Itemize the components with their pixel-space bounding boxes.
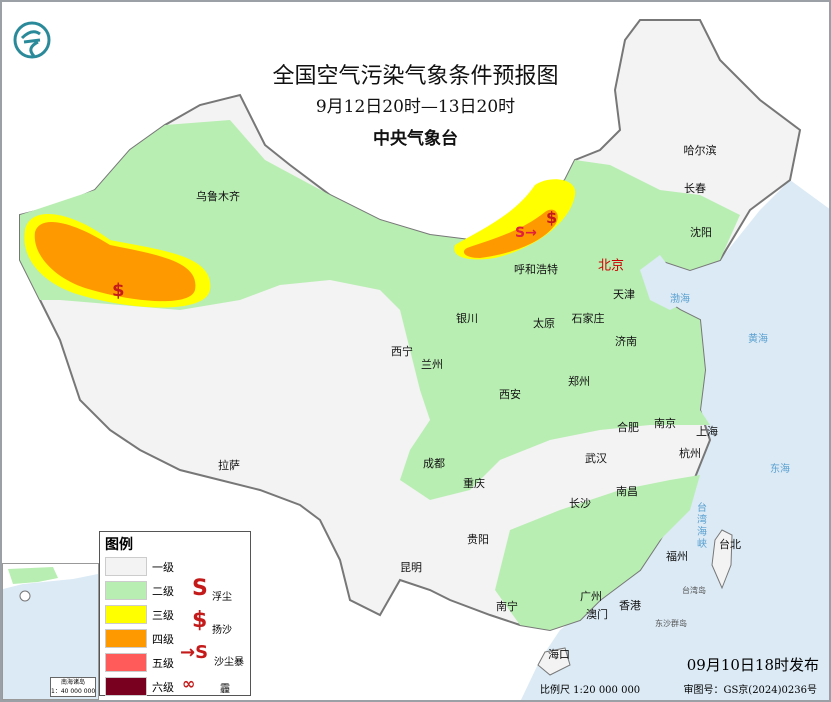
cma-dragon-logo-icon bbox=[13, 21, 51, 59]
city-label: 广州 bbox=[580, 590, 602, 603]
agency-name: 中央气象台 bbox=[373, 129, 458, 149]
level4-xinjiang bbox=[34, 222, 196, 302]
city-label: 重庆 bbox=[463, 477, 485, 490]
city-label: 呼和浩特 bbox=[514, 263, 558, 276]
hainan bbox=[537, 647, 571, 676]
blowing-sand-icon: $ bbox=[546, 208, 557, 227]
city-label: 上海 bbox=[696, 425, 718, 438]
island-label: 东沙群岛 bbox=[655, 619, 687, 628]
city-label: 济南 bbox=[615, 335, 637, 348]
legend-swatch-level2 bbox=[105, 581, 147, 600]
city-label: 合肥 bbox=[617, 421, 639, 434]
inset-title: 南海诸岛 bbox=[60, 679, 85, 686]
city-label: 武汉 bbox=[585, 452, 607, 465]
inset-scale: 1：40 000 000 bbox=[51, 688, 96, 695]
legend-level-label: 六级 bbox=[152, 681, 174, 694]
city-label: 哈尔滨 bbox=[683, 144, 717, 157]
city-label: 台北 bbox=[719, 538, 741, 551]
city-label: 石家庄 bbox=[571, 312, 605, 325]
sandstorm-icon: →S bbox=[180, 642, 209, 663]
legend-level-label: 二级 bbox=[152, 585, 174, 598]
city-label: 南京 bbox=[654, 417, 676, 430]
city-label: 澳门 bbox=[586, 608, 608, 621]
legend-title: 图例 bbox=[105, 537, 133, 553]
forecast-period: 9月12日20时—13日20时 bbox=[315, 97, 516, 117]
taiwan bbox=[711, 529, 733, 590]
review-number: 审图号：GS京(2024)0236号 bbox=[683, 685, 817, 696]
legend-swatch-level6 bbox=[105, 677, 147, 696]
map-scale: 比例尺 1:20 000 000 bbox=[540, 685, 641, 696]
legend-level-label: 五级 bbox=[152, 657, 174, 670]
level3-inner-mongolia bbox=[454, 179, 576, 260]
legend-level-label: 四级 bbox=[152, 633, 174, 646]
city-label: 杭州 bbox=[679, 447, 701, 460]
blowing-sand-icon: $ bbox=[112, 280, 125, 301]
city-label: 郑州 bbox=[568, 375, 590, 388]
island-label: 台湾岛 bbox=[682, 586, 706, 595]
city-label: 太原 bbox=[533, 317, 555, 330]
city-label: 海口 bbox=[548, 648, 570, 661]
sandstorm-icon: S→ bbox=[515, 225, 537, 241]
level2-south bbox=[495, 475, 700, 630]
map-title: 全国空气污染气象条件预报图 bbox=[272, 64, 559, 89]
sea-label: 渤海 bbox=[670, 294, 690, 305]
haze-icon: ∞ bbox=[182, 674, 196, 693]
legend-symbol-label: 沙尘暴 bbox=[214, 657, 244, 668]
legend-swatch-level3 bbox=[105, 605, 147, 624]
city-label: 兰州 bbox=[421, 358, 443, 371]
legend-swatch-level5 bbox=[105, 653, 147, 672]
inset-map bbox=[3, 564, 98, 602]
city-label: 拉萨 bbox=[218, 459, 240, 472]
south-china-sea-inset: 南海诸岛 1：40 000 000 bbox=[2, 563, 99, 700]
legend-swatch-level4 bbox=[105, 629, 147, 648]
legend-symbol-label: 扬沙 bbox=[212, 625, 232, 636]
city-label: 长沙 bbox=[569, 497, 591, 510]
city-label: 西宁 bbox=[391, 345, 413, 358]
city-label: 香港 bbox=[619, 599, 641, 612]
city-label: 天津 bbox=[613, 288, 635, 301]
capital-label: 北京 bbox=[597, 258, 625, 274]
blowing-sand-icon: $ bbox=[192, 608, 208, 633]
city-label: 西安 bbox=[499, 388, 521, 401]
city-label: 乌鲁木齐 bbox=[196, 190, 240, 203]
legend-swatch-level1 bbox=[105, 557, 147, 576]
inset-caption: 南海诸岛 1：40 000 000 bbox=[50, 677, 96, 697]
city-label: 长春 bbox=[684, 182, 706, 195]
legend: 图例 一级 二级 三级 四级 五级 六级 S 浮尘 $ 扬沙 →S 沙尘暴 ∞ … bbox=[99, 531, 251, 696]
city-label: 贵阳 bbox=[467, 533, 489, 546]
city-label: 银川 bbox=[456, 312, 478, 325]
sea-label: 黄海 bbox=[748, 334, 768, 345]
legend-level-label: 三级 bbox=[152, 609, 174, 622]
city-label: 成都 bbox=[423, 457, 445, 470]
level4-inner-mongolia bbox=[463, 209, 558, 258]
bohai-sea bbox=[640, 255, 690, 310]
issue-time: 09月10日18时发布 bbox=[686, 656, 819, 674]
city-label: 南昌 bbox=[616, 485, 638, 498]
legend-symbol-label: 霾 bbox=[220, 684, 230, 695]
sea-label: 东海 bbox=[770, 464, 790, 475]
sea-label: 台湾海峡 bbox=[697, 503, 707, 550]
city-label: 南宁 bbox=[496, 600, 518, 613]
city-label: 沈阳 bbox=[690, 226, 712, 239]
city-label: 昆明 bbox=[400, 561, 422, 574]
legend-level-label: 一级 bbox=[152, 561, 174, 574]
floating-dust-icon: S bbox=[192, 576, 208, 601]
city-label: 福州 bbox=[666, 550, 688, 563]
legend-symbol-label: 浮尘 bbox=[212, 592, 232, 603]
